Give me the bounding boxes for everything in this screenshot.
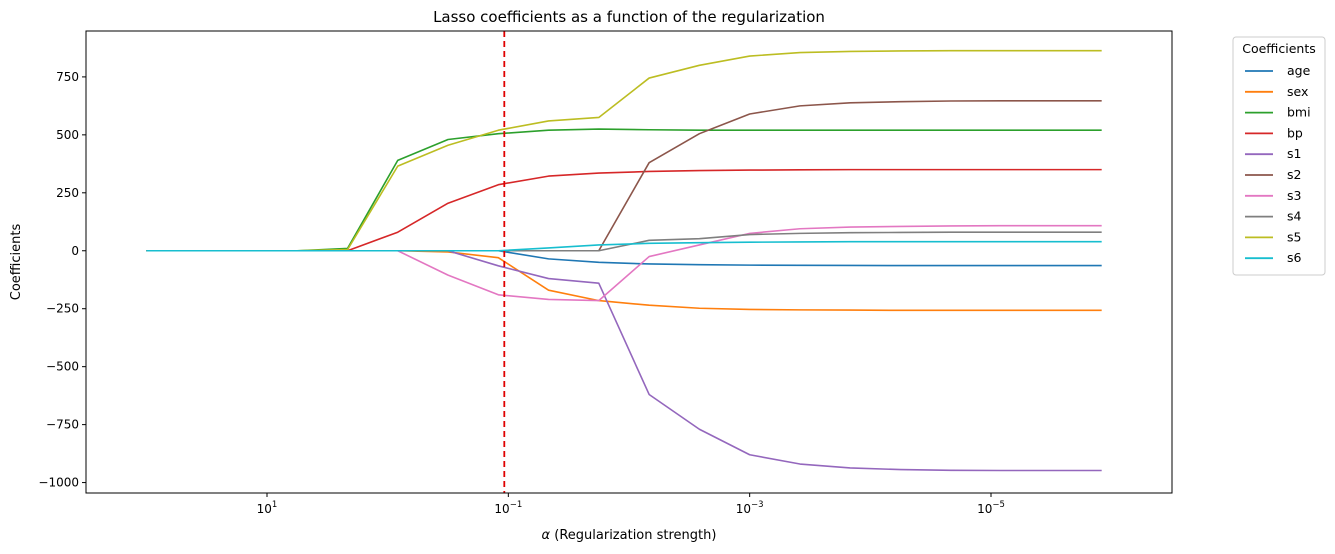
plot-area-frame (85, 30, 1173, 494)
series-line-s6 (146, 240, 1102, 252)
y-tick-label: −1000 (38, 476, 79, 490)
legend-label-s1: s1 (1287, 146, 1301, 161)
legend-label-sex: sex (1287, 84, 1308, 99)
legend-label-s6: s6 (1287, 250, 1302, 265)
series-line-s2 (146, 99, 1102, 252)
x-axis-label-text: (Regularization strength) (550, 528, 716, 543)
legend-label-bp: bp (1287, 125, 1303, 140)
legend-label-s5: s5 (1287, 229, 1301, 244)
series-line-s5 (146, 49, 1102, 252)
y-axis-label: Coefficients (9, 224, 24, 301)
series-line-bp (146, 168, 1102, 252)
series-lines (146, 49, 1102, 472)
legend-title: Coefficients (1242, 41, 1316, 56)
x-axis-label-symbol: α (542, 528, 551, 543)
x-tick-label: 101 (257, 500, 278, 516)
y-tick-label: −500 (46, 360, 79, 374)
legend-label-age: age (1287, 63, 1311, 78)
legend: Coefficients age sex bmi bp s1 s2 s3 s4 s5 s6 (1232, 36, 1326, 276)
y-tick-label: −250 (46, 302, 79, 316)
y-tick-label: 0 (71, 244, 79, 258)
x-tick-label: 10−5 (977, 500, 1005, 516)
y-tick-label: 750 (56, 70, 79, 84)
legend-label-s4: s4 (1287, 209, 1302, 224)
legend-label-s2: s2 (1287, 167, 1301, 182)
legend-label-bmi: bmi (1287, 105, 1311, 120)
series-line-s1 (146, 249, 1102, 472)
y-tick-label: 250 (56, 186, 79, 200)
legend-box (1232, 36, 1326, 276)
x-axis-ticks: 101 10−1 10−3 10−5 (257, 493, 1005, 516)
x-tick-label: 10−1 (494, 500, 522, 516)
y-tick-label: −750 (46, 418, 79, 432)
legend-label-s3: s3 (1287, 188, 1301, 203)
y-axis-ticks: 750 500 250 0 −250 −500 −750 −1000 (38, 70, 86, 490)
series-line-age (146, 249, 1102, 267)
chart-title: Lasso coefficients as a function of the … (433, 8, 825, 26)
y-tick-label: 500 (56, 128, 79, 142)
series-line-sex (146, 249, 1102, 312)
x-axis-label: α (Regularization strength) (542, 528, 717, 543)
x-tick-label: 10−3 (736, 500, 764, 516)
